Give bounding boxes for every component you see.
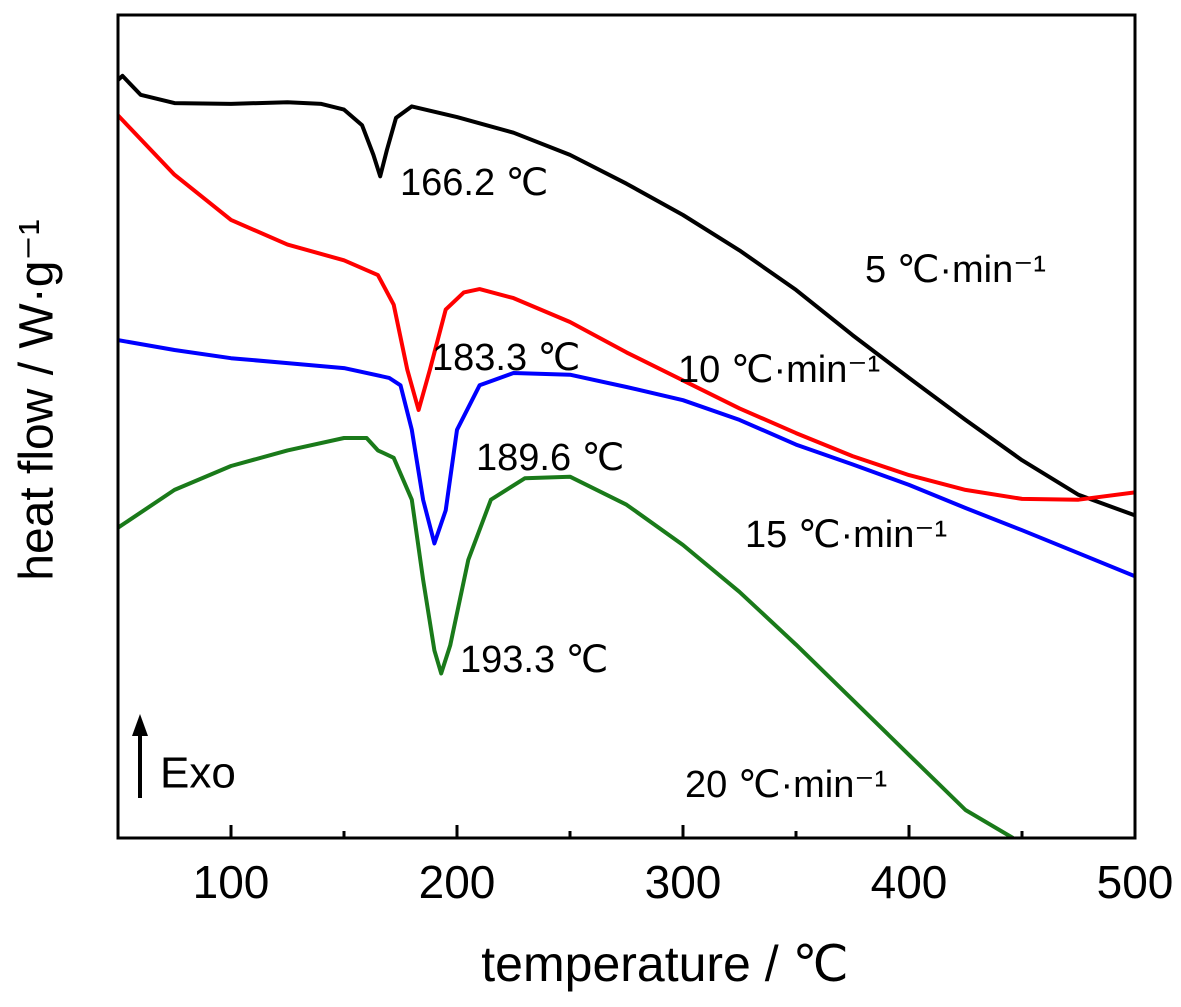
x-axis-label: temperature / ℃: [481, 936, 848, 992]
plot-frame: [116, 13, 1137, 840]
series-label: 10 ℃·min⁻¹: [678, 349, 880, 391]
x-tick-label: 200: [419, 856, 496, 908]
peak-annotation: 189.6 ℃: [476, 437, 624, 479]
exo-label: Exo: [160, 749, 236, 798]
peak-annotation: 183.3 ℃: [432, 337, 580, 379]
series-label: 5 ℃·min⁻¹: [865, 249, 1046, 291]
series-label: 20 ℃·min⁻¹: [685, 764, 887, 806]
series-line: [118, 73, 1135, 518]
plot-lines: [118, 73, 1135, 838]
y-axis-label: heat flow / W·g⁻¹: [11, 219, 64, 580]
series-label: 15 ℃·min⁻¹: [745, 514, 947, 556]
peak-annotation: 166.2 ℃: [400, 162, 548, 204]
series-line: [118, 114, 1135, 502]
exo-arrow-head: [132, 714, 148, 736]
peak-annotation: 193.3 ℃: [460, 639, 608, 681]
series-line: [118, 436, 1015, 838]
x-tick-label: 300: [645, 856, 722, 908]
x-tick-label: 400: [871, 856, 948, 908]
x-tick-label: 100: [193, 856, 270, 908]
x-tick-label: 500: [1097, 856, 1174, 908]
series-line: [118, 338, 1135, 579]
